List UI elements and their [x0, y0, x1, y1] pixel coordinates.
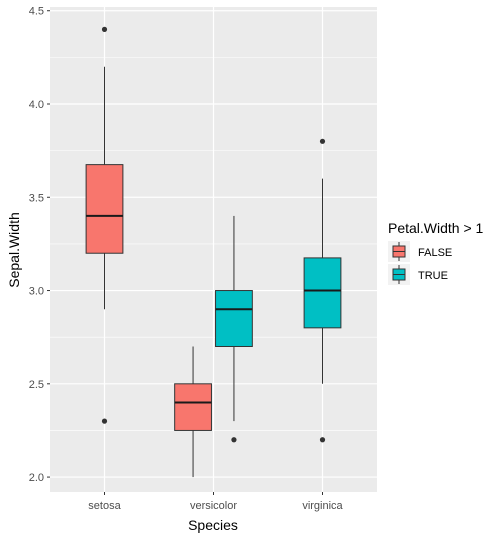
legend-key-true: TRUE	[388, 264, 448, 285]
box-marks	[85, 26, 342, 478]
box-body	[215, 290, 253, 347]
x-tick-label: versicolor	[190, 500, 237, 512]
y-axis-title: Sepal.Width	[6, 212, 22, 287]
outlier-point	[319, 138, 326, 144]
outlier-point	[319, 437, 326, 443]
legend-title: Petal.Width > 1	[388, 220, 484, 236]
legend-label: FALSE	[418, 247, 452, 259]
box-body	[174, 383, 212, 431]
x-axis-title: Species	[188, 517, 238, 533]
legend: Petal.Width > 1 FALSE TRUE	[388, 220, 484, 285]
box-body	[85, 164, 124, 254]
y-tick-label: 4.5	[29, 6, 44, 18]
box-setosa-false	[85, 26, 124, 424]
y-tick-label: 2.5	[29, 379, 44, 391]
outlier-point	[101, 418, 108, 424]
box-versicolor-false	[174, 346, 212, 478]
x-tick-label: virginica	[302, 500, 343, 512]
legend-label: TRUE	[418, 270, 448, 282]
x-axis: setosa versicolor virginica	[88, 492, 344, 512]
box-versicolor-true	[215, 215, 253, 443]
y-axis: 2.0 2.5 3.0 3.5 4.0 4.5	[29, 6, 50, 484]
y-tick-label: 4.0	[29, 99, 44, 111]
box-virginica-true	[303, 138, 342, 443]
x-tick-label: setosa	[88, 500, 121, 512]
y-tick-label: 2.0	[29, 472, 44, 484]
y-tick-label: 3.5	[29, 192, 44, 204]
legend-key-false: FALSE	[388, 241, 452, 262]
outlier-point	[101, 26, 108, 32]
y-tick-label: 3.0	[29, 286, 44, 298]
box-body	[303, 257, 342, 329]
outlier-point	[231, 437, 237, 443]
